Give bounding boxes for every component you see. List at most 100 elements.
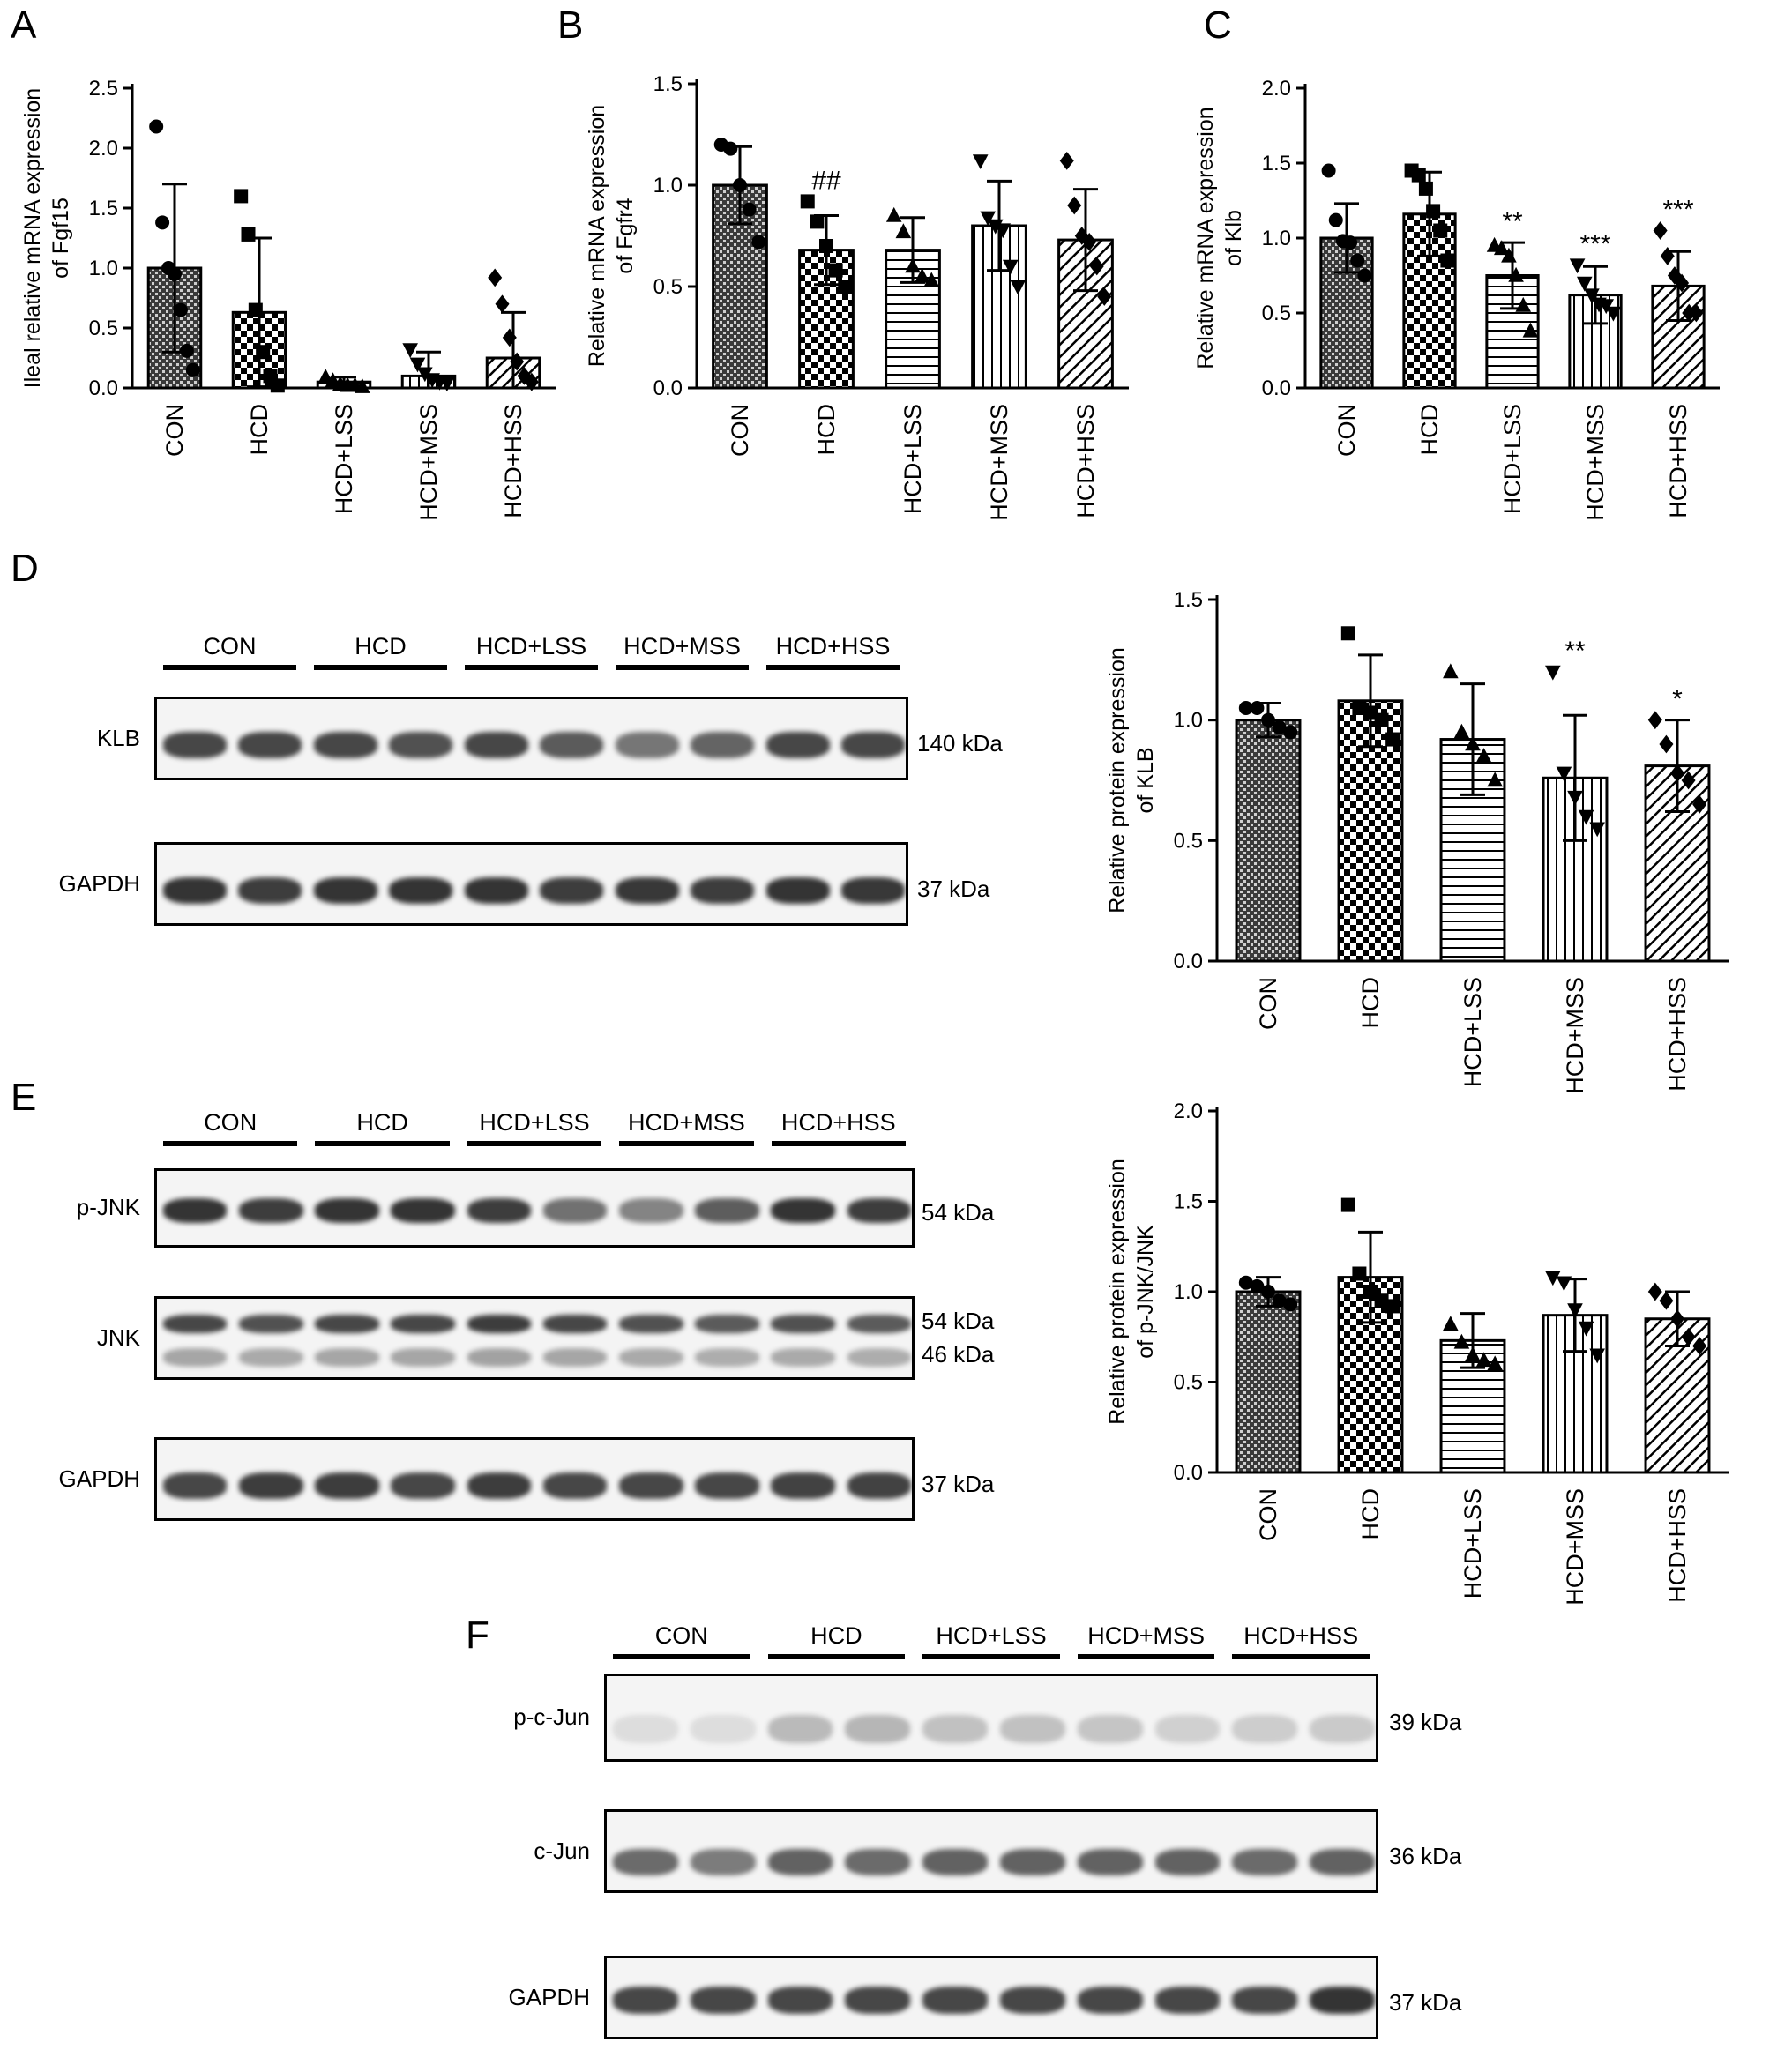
- blot-band: [841, 877, 906, 905]
- bar-group-hcd-lss: [885, 206, 941, 390]
- panel-letter-b: B: [557, 4, 584, 47]
- blot-band: [771, 1348, 835, 1367]
- blot-band: [464, 877, 528, 905]
- data-point: [1250, 701, 1265, 715]
- data-point: [1374, 1293, 1389, 1308]
- data-point: [1578, 1321, 1594, 1337]
- x-category-label: CON: [161, 404, 188, 457]
- x-category-label: HCD+HSS: [1664, 977, 1691, 1092]
- blot-band: [315, 1472, 379, 1500]
- data-point: [270, 378, 285, 393]
- blot-band: [315, 1315, 379, 1333]
- blot-band: [613, 1715, 678, 1743]
- blot-row-label: c-Jun: [534, 1837, 590, 1864]
- blot-band: [391, 1315, 455, 1333]
- y-tick-label: 0.5: [1174, 829, 1203, 853]
- data-point: [1343, 235, 1358, 250]
- data-point: [819, 239, 833, 253]
- blot-band: [239, 1197, 303, 1224]
- chart-e-pjnk-jnk: 0.0 0.5 1.0 1.5 2.0 Relative protein expressi…: [1105, 1100, 1729, 1606]
- blot-jnk: [154, 1296, 915, 1380]
- data-point: [168, 266, 182, 281]
- blot-p-jnk: [154, 1168, 915, 1248]
- y-tick-label: 1.0: [1262, 227, 1291, 250]
- blot-band: [765, 732, 830, 759]
- x-category-label: HCD+MSS: [1562, 1488, 1588, 1606]
- data-point: [1465, 735, 1481, 751]
- data-point: [1556, 766, 1572, 782]
- data-point: [914, 267, 930, 283]
- blot-row-label: KLB: [96, 724, 140, 751]
- data-point: [810, 214, 825, 229]
- blot-group-label: HCD+MSS: [1087, 1622, 1205, 1649]
- data-point: [1328, 212, 1343, 227]
- data-point: [439, 376, 455, 392]
- data-point: [1418, 181, 1433, 196]
- data-point: [1440, 253, 1455, 268]
- data-point: [1283, 725, 1298, 740]
- data-point: [1515, 296, 1532, 312]
- significance-label: ***: [1662, 196, 1693, 225]
- bar-group-hcd-hss: [1644, 1282, 1711, 1474]
- blot-group-label: HCD: [355, 633, 407, 660]
- x-category-label: HCD+LSS: [331, 404, 357, 514]
- blot-band: [540, 732, 604, 759]
- blot-band: [847, 1197, 912, 1224]
- blot-group-label: HCD+LSS: [475, 633, 587, 660]
- data-point: [987, 219, 1004, 235]
- bar-group-hcd: [1337, 626, 1404, 963]
- data-point: [895, 223, 912, 239]
- data-point: [980, 211, 997, 227]
- blot-band: [922, 1715, 988, 1743]
- data-point: [155, 215, 170, 230]
- kda-label: 140 kDa: [917, 729, 1003, 757]
- y-tick-label: 1.0: [1174, 1280, 1203, 1304]
- blot-band: [315, 1197, 379, 1224]
- blot-band: [239, 1348, 303, 1367]
- data-point: [1522, 322, 1539, 338]
- data-point: [1475, 1352, 1492, 1368]
- blot-group-label: HCD+HSS: [780, 1109, 896, 1136]
- data-point: [1097, 287, 1112, 306]
- data-point: [409, 357, 426, 373]
- blot-band: [690, 1715, 756, 1743]
- data-point: [1501, 247, 1517, 263]
- blot-group-bar: [619, 1141, 754, 1146]
- blot-band: [464, 732, 528, 759]
- x-category-label: HCD+HSS: [1664, 1488, 1691, 1603]
- blot-row-label: p-c-Jun: [513, 1703, 590, 1730]
- bar-group-con: [1319, 163, 1374, 390]
- y-axis-label: of Fgf15: [49, 198, 73, 279]
- blot-band: [771, 1197, 835, 1224]
- data-point: [1567, 790, 1583, 806]
- x-category-label: CON: [1333, 404, 1360, 457]
- y-axis-label: of Fgfr4: [613, 198, 638, 273]
- data-point: [1689, 303, 1704, 323]
- blot-band: [391, 1472, 455, 1500]
- data-point: [1350, 253, 1365, 268]
- x-category-label: HCD+LSS: [1460, 1488, 1486, 1599]
- bar-group-hcd-mss: [400, 343, 457, 392]
- data-point: [800, 194, 815, 209]
- data-point: [1433, 223, 1448, 238]
- data-point: [234, 189, 249, 204]
- blot-band: [542, 1472, 608, 1500]
- panel-letter-e: E: [11, 1076, 37, 1119]
- y-tick-label: 0.5: [1174, 1371, 1203, 1395]
- data-point: [1238, 1275, 1253, 1290]
- bar-group-hcd-lss: [316, 369, 372, 393]
- blot-group-bar: [922, 1654, 1060, 1659]
- data-point: [1250, 1278, 1265, 1293]
- data-point: [1653, 221, 1668, 240]
- data-point: [1443, 1316, 1459, 1331]
- blot-group-label: HCD: [356, 1109, 408, 1136]
- blot-band: [765, 877, 830, 905]
- data-point: [1238, 701, 1253, 715]
- chart-b-fgfr4: 0.0 0.5 1.0 1.5 Relative mRNA expression of F…: [585, 72, 1129, 521]
- blot-band: [238, 877, 302, 905]
- blot-band: [619, 1348, 683, 1367]
- y-tick-label: 0.5: [89, 317, 118, 340]
- x-category-label: HCD+MSS: [1562, 977, 1588, 1094]
- blot-group-label: HCD+LSS: [936, 1622, 1047, 1649]
- blot-band: [391, 1348, 455, 1367]
